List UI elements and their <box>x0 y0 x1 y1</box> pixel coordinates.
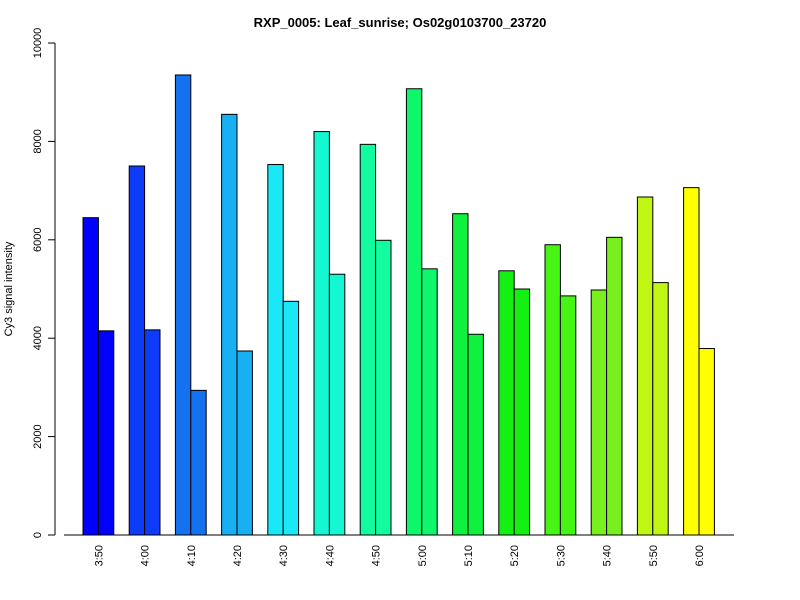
x-tick-label: 5:50 <box>648 545 660 566</box>
bar-500-s2 <box>421 268 438 536</box>
y-tick-label: 6000 <box>32 228 44 252</box>
x-tick-label: 3:50 <box>93 545 105 566</box>
y-tick-label: 2000 <box>32 424 44 448</box>
bar-350-s1 <box>82 217 99 536</box>
bar-450-s1 <box>359 143 377 536</box>
bar-530-s2 <box>559 295 577 536</box>
y-tick-label: 0 <box>32 532 44 538</box>
x-tick-label: 5:20 <box>509 545 521 566</box>
bar-510-s1 <box>452 213 469 536</box>
bar-510-s2 <box>467 333 484 536</box>
x-tick-label: 5:30 <box>555 545 567 566</box>
bar-400-s2 <box>144 329 161 536</box>
x-tick-label: 6:00 <box>694 545 706 566</box>
bar-420-s1 <box>221 113 238 536</box>
y-axis: 0 2000 4000 6000 8000 10000 <box>32 28 56 538</box>
bar-520-s2 <box>513 288 531 536</box>
bar-520-s1 <box>498 270 515 536</box>
bar-600-s1 <box>683 187 700 536</box>
bar-350-s2 <box>97 330 115 536</box>
x-tick-label: 4:10 <box>186 545 198 566</box>
x-tick-label: 4:20 <box>232 545 244 566</box>
y-tick-label: 4000 <box>32 326 44 350</box>
bar-550-s1 <box>636 196 654 536</box>
bar-410-s1 <box>174 74 192 536</box>
bar-430-s2 <box>282 300 300 536</box>
chart-title: RXP_0005: Leaf_sunrise; Os02g0103700_237… <box>254 15 547 30</box>
bar-420-s2 <box>236 350 253 536</box>
bar-430-s1 <box>267 164 284 536</box>
bar-600-s2 <box>698 348 715 536</box>
y-axis-label: Cy3 signal intensity <box>3 241 15 336</box>
bar-440-s1 <box>313 131 330 536</box>
x-tick-label: 4:40 <box>324 545 336 566</box>
y-tick-label: 10000 <box>32 28 44 59</box>
bars-group <box>82 74 715 536</box>
x-tick-label: 4:50 <box>371 545 383 566</box>
bar-450-s2 <box>375 239 392 536</box>
bar-540-s2 <box>606 236 623 536</box>
bar-410-s2 <box>190 389 207 536</box>
bar-400-s1 <box>128 165 146 536</box>
x-tick-label: 4:00 <box>140 545 152 566</box>
bar-530-s1 <box>544 244 561 536</box>
x-tick-label: 5:00 <box>417 545 429 566</box>
x-tick-label: 5:40 <box>602 545 614 566</box>
bar-550-s2 <box>652 282 669 536</box>
bar-540-s1 <box>590 289 608 536</box>
x-tick-label: 5:10 <box>463 545 475 566</box>
x-tick-label: 4:30 <box>278 545 290 566</box>
bar-440-s2 <box>328 273 346 536</box>
x-axis-ticks: 3:50 4:00 4:10 4:20 4:30 4:40 4:50 5:00 5:10 5:20… <box>93 545 706 566</box>
bar-500-s1 <box>405 88 423 536</box>
y-tick-label: 8000 <box>32 129 44 153</box>
